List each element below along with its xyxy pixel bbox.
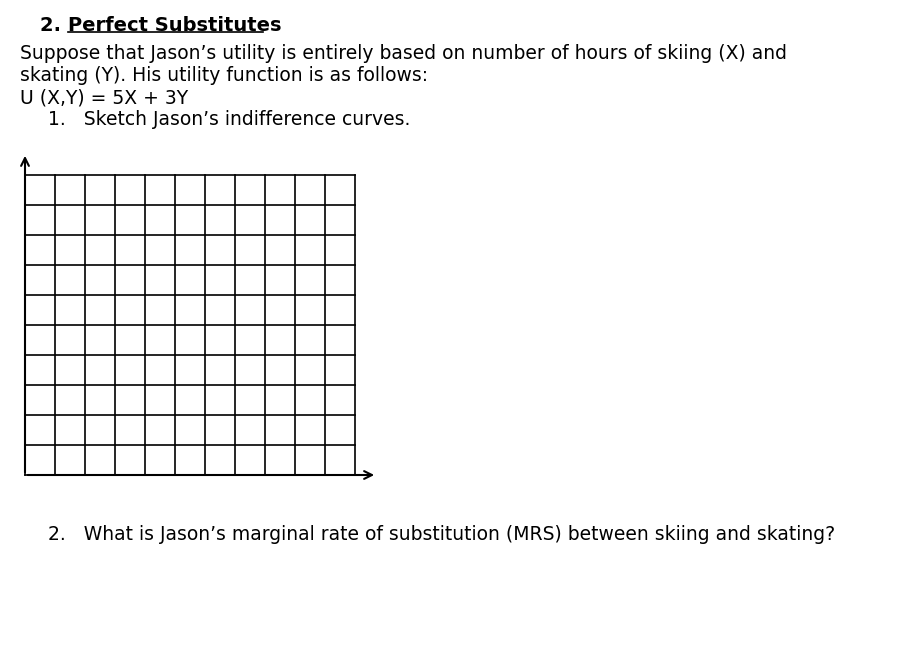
Text: skating (Y). His utility function is as follows:: skating (Y). His utility function is as … — [20, 66, 428, 85]
Text: 1.   Sketch Jason’s indifference curves.: 1. Sketch Jason’s indifference curves. — [48, 110, 410, 129]
Text: U (X,Y) = 5X + 3Y: U (X,Y) = 5X + 3Y — [20, 88, 188, 107]
Text: 2.   What is Jason’s marginal rate of substitution (MRS) between skiing and skat: 2. What is Jason’s marginal rate of subs… — [48, 525, 835, 544]
Text: Suppose that Jason’s utility is entirely based on number of hours of skiing (X) : Suppose that Jason’s utility is entirely… — [20, 44, 787, 63]
Text: 2.: 2. — [40, 16, 75, 35]
Text: Perfect Substitutes: Perfect Substitutes — [68, 16, 281, 35]
